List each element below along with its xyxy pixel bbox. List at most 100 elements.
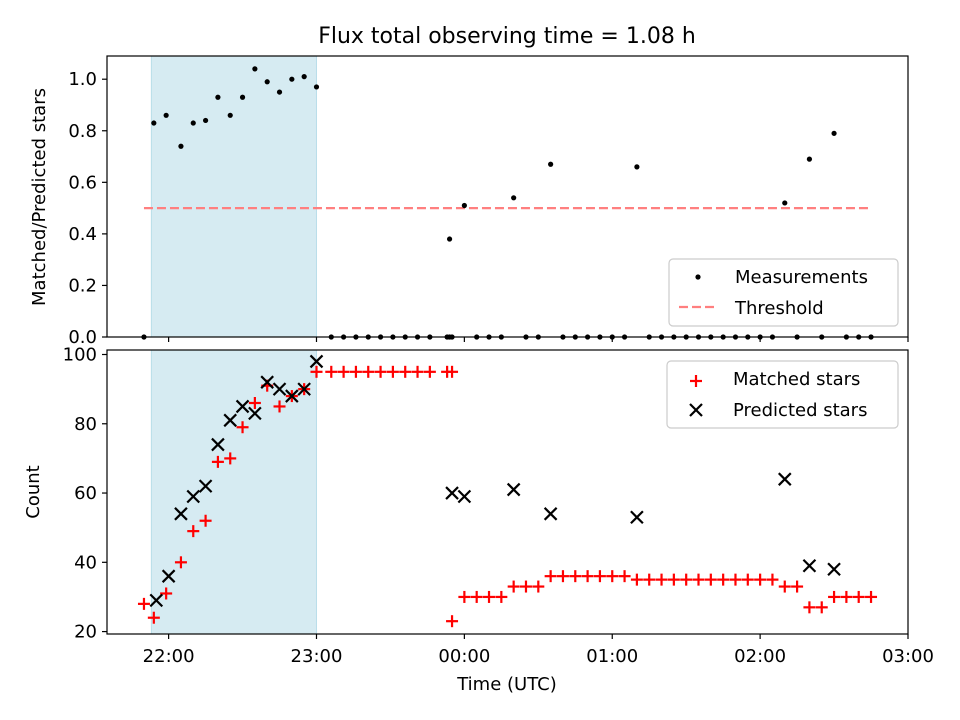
matched-point	[423, 365, 436, 378]
y-tick-label: 0.4	[68, 224, 97, 245]
matched-point	[569, 570, 582, 583]
y-tick-label: 0.0	[68, 327, 97, 348]
matched-point	[362, 365, 375, 378]
predicted-point	[223, 413, 238, 428]
matched-point	[729, 573, 742, 586]
top-shaded-region	[150, 55, 317, 338]
matched-point	[374, 365, 387, 378]
measurement-point	[252, 66, 258, 72]
predicted-point	[260, 375, 274, 389]
predicted-point	[309, 354, 324, 369]
predicted-point	[285, 389, 299, 403]
x-tick-label: 01:00	[586, 646, 638, 667]
matched-point	[248, 396, 261, 409]
bottom-panel: 20 40 60 80 100 22:00 23:00 00:00 01:00 02:00 03:…	[23, 345, 934, 695]
matched-point	[325, 365, 338, 378]
measurement-point	[264, 79, 270, 85]
predicted-point	[272, 382, 287, 396]
matched-point	[865, 590, 878, 603]
matched-point	[519, 580, 532, 593]
top-panel: 0.0 0.2 0.4 0.6 0.8 1.0 Matched/Predicted sta…	[29, 55, 909, 348]
bottom-legend: Matched stars Predicted stars	[666, 360, 899, 429]
predicted-point	[827, 562, 841, 577]
predicted-point	[235, 399, 250, 414]
matched-stars-series	[137, 365, 878, 628]
measurement-point	[548, 161, 554, 167]
matched-point	[273, 400, 286, 413]
legend-predicted-label: Predicted stars	[733, 400, 867, 421]
y-tick-label: 1.0	[68, 69, 97, 90]
matched-point	[667, 573, 680, 586]
top-legend: Measurements Threshold	[668, 258, 899, 327]
predicted-point	[457, 489, 472, 504]
matched-point	[174, 556, 187, 569]
legend-predicted-marker	[689, 403, 703, 417]
bottom-legend-frame	[666, 360, 899, 429]
y-tick-label: 40	[74, 552, 97, 573]
chart-title: Flux total observing time = 1.08 h	[318, 24, 696, 49]
measurement-point	[215, 94, 221, 100]
measurement-point	[163, 112, 169, 118]
matched-point	[717, 573, 730, 586]
matched-point	[704, 573, 717, 586]
predicted-point	[198, 479, 213, 493]
matched-point	[556, 570, 569, 583]
legend-measurements-marker	[695, 274, 701, 280]
matched-point	[593, 570, 606, 583]
top-y-axis-label: Matched/Predicted stars	[29, 88, 50, 306]
measurement-point	[831, 130, 837, 136]
legend-measurements-label: Measurements	[735, 267, 868, 288]
matched-point	[643, 573, 656, 586]
x-tick-label: 02:00	[734, 646, 786, 667]
y-tick-label: 60	[74, 483, 97, 504]
matched-point	[337, 365, 350, 378]
matched-point	[386, 365, 399, 378]
matched-point	[581, 570, 594, 583]
x-tick-label: 23:00	[291, 646, 343, 667]
measurement-point	[178, 143, 184, 149]
measurement-point	[461, 202, 467, 209]
measurement-point	[190, 120, 196, 126]
bottom-shaded-region	[150, 349, 317, 635]
predicted-point	[777, 472, 792, 486]
matched-point	[483, 590, 496, 603]
measurement-point	[301, 74, 307, 80]
measurement-point	[227, 112, 233, 118]
top-legend-frame	[668, 258, 899, 327]
legend-threshold-label: Threshold	[734, 298, 824, 319]
x-axis-label: Time (UTC)	[456, 674, 557, 695]
top-x-tick-marks	[168, 337, 909, 342]
measurement-point	[151, 120, 157, 126]
matched-point	[803, 601, 816, 614]
matched-point	[495, 590, 508, 603]
measurement-point	[276, 89, 283, 95]
matched-point	[741, 573, 754, 586]
matched-point	[532, 580, 545, 593]
x-tick-label: 03:00	[882, 646, 934, 667]
matched-point	[310, 365, 323, 378]
legend-matched-label: Matched stars	[733, 369, 860, 390]
matched-point	[680, 573, 693, 586]
y-tick-label: 0.6	[68, 172, 97, 193]
matched-point	[692, 573, 705, 586]
measurement-point	[511, 195, 517, 201]
matched-point	[791, 580, 804, 593]
matched-point	[544, 570, 557, 583]
measurement-point	[782, 200, 788, 206]
predicted-point	[161, 569, 176, 583]
predicted-point	[174, 507, 188, 521]
bottom-plot-frame	[106, 349, 909, 635]
matched-point	[187, 525, 200, 538]
matched-point	[828, 590, 841, 603]
measurement-point	[239, 94, 246, 100]
matched-point	[160, 587, 173, 600]
bottom-y-axis-label: Count	[23, 465, 44, 518]
predicted-point	[630, 510, 644, 525]
y-tick-label: 0.8	[68, 121, 97, 142]
y-tick-label: 0.2	[68, 275, 97, 296]
predicted-point	[186, 489, 201, 504]
top-y-axis: 0.0 0.2 0.4 0.6 0.8 1.0	[68, 69, 107, 348]
predicted-point	[149, 593, 164, 608]
matched-point	[458, 590, 471, 603]
